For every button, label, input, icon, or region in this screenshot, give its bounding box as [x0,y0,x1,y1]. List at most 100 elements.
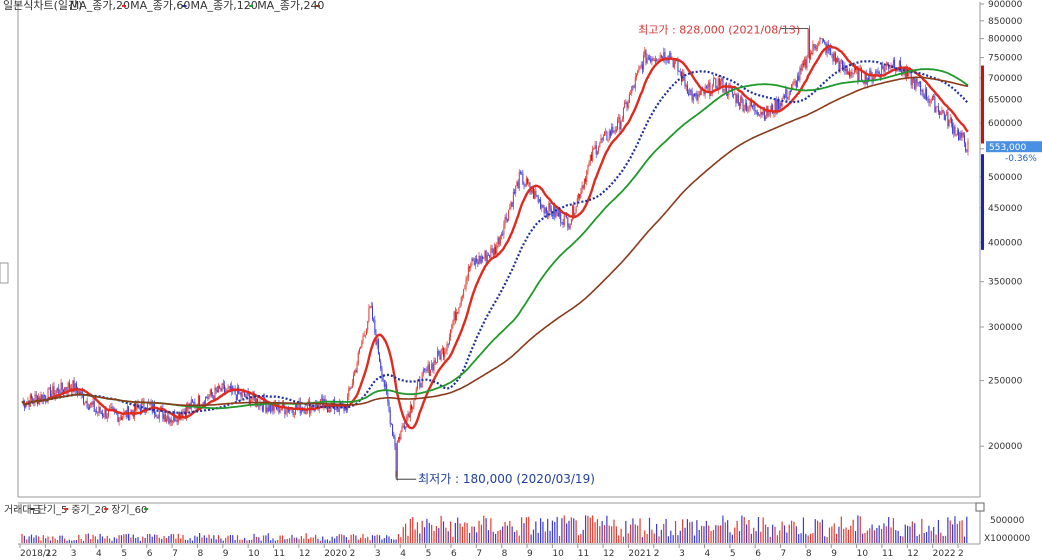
volume-bar [788,524,790,543]
candle-body [850,72,852,77]
volume-bar [450,521,452,543]
volume-bar [28,536,30,543]
candle-body [573,205,575,217]
volume-expand-button[interactable] [975,502,985,512]
volume-bar [611,526,613,543]
candle-body [918,81,920,84]
candle-body [527,178,529,184]
candle-body [439,354,441,360]
candle-body [664,51,666,60]
candle-body [424,369,426,371]
candle-body [956,130,958,135]
axis-down-range [981,154,984,250]
volume-bar [75,540,78,543]
candle-body [182,411,184,418]
candle-body [400,430,402,440]
candle-body [98,407,100,413]
volume-bar [833,523,835,543]
candle-body [80,391,82,396]
candle-body [917,82,919,84]
volume-bar [270,540,272,543]
candle-body [482,256,484,259]
candle-body [426,369,428,371]
candle-body [133,403,135,417]
volume-bar [85,534,87,543]
candle-body [561,222,563,224]
volume-bar [154,534,156,543]
volume-bar [952,524,954,543]
candle-body [460,296,462,304]
volume-bar [473,526,475,543]
candle-body [522,172,524,185]
chart-legend[interactable]: 일본식차트(일간)MA_종가,20 MA_종가,60 MA_종가,120 MA_종가,… [3,0,324,12]
candle-body [710,93,712,96]
volume-bar [452,536,454,543]
candle-body [557,212,559,217]
candle-body [685,85,687,87]
candle-body [135,403,137,411]
candle-body [139,408,141,414]
candle-body [532,188,534,199]
volume-bar [686,519,688,543]
candle-body [326,406,328,412]
candle-body [278,402,280,413]
candle-body [563,214,565,225]
volume-bar [613,519,615,543]
volume-bar [566,523,568,543]
volume-bar [689,522,691,543]
candle-body [299,401,301,414]
date-tick-label: 6 [755,549,761,559]
candle-body [633,86,635,88]
volume-bar [101,536,104,543]
volume-bar [265,535,267,543]
candle-body [126,406,128,418]
candle-body [911,77,913,86]
candle-body [679,71,681,73]
candle-body [380,361,382,369]
candle-body [58,388,60,394]
candle-body [759,114,761,116]
volume-bar [907,525,909,543]
candle-body [922,90,924,96]
candle-body [493,246,495,256]
volume-bar [864,532,866,543]
candle-body [793,81,795,84]
candle-body [336,408,338,410]
date-tick-label: 10 [248,549,260,559]
candle-body [657,60,659,62]
volume-bar [736,520,738,543]
volume-bar [831,526,833,543]
candle-body [868,77,870,81]
candle-body [823,39,825,42]
candle-body [94,411,96,412]
candle-body [347,396,349,411]
candle-body [741,96,743,100]
candle-body [61,382,63,390]
candle-body [438,350,440,355]
candle-body [483,257,485,259]
scroll-handle[interactable] [0,262,9,284]
candle-body [343,404,345,411]
date-tick-label: 3 [679,549,685,559]
candle-body [129,414,131,420]
high-price-annotation: 최고가 : 828,000 (2021/08/13) [638,24,800,37]
volume-bar [729,532,731,543]
candle-body [83,394,85,404]
candle-body [794,80,796,82]
date-tick-label: 4 [704,549,710,559]
date-tick-label: 10 [552,549,564,559]
price-tick-label: 250000 [988,377,1023,387]
candle-body [27,400,29,402]
candle-body [743,108,745,111]
candle-body [408,413,410,418]
volume-bar [620,528,622,543]
candle-body [446,343,448,351]
volume-bar [532,529,535,543]
volume-bar [603,525,606,543]
volume-bar [338,534,340,543]
volume-bar [61,535,63,543]
candle-body [808,28,810,59]
candle-body [923,95,925,99]
